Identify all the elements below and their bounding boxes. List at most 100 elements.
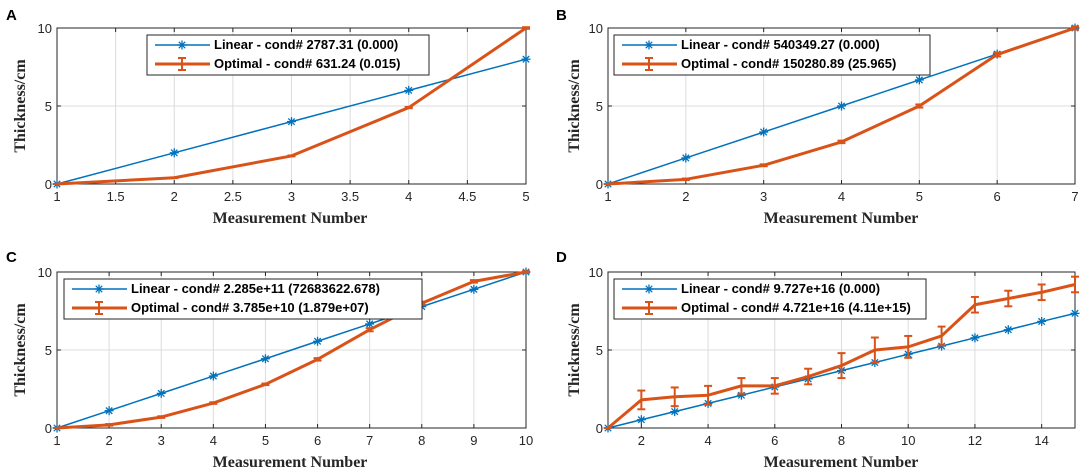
panel-b-xlabel: Measurement Number — [764, 210, 919, 227]
panel-d-legend-optimal: Optimal - cond# 4.721e+16 (4.11e+15) — [681, 300, 911, 315]
linear-point — [681, 153, 691, 163]
x-tick-label: 8 — [838, 433, 845, 448]
optimal-errorbar — [170, 176, 179, 180]
panel-a-xlabel: Measurement Number — [213, 210, 368, 227]
x-tick-label: 2 — [682, 189, 689, 204]
x-tick-label: 1 — [53, 189, 60, 204]
star-icon — [177, 40, 187, 50]
x-tick-label: 2 — [171, 189, 178, 204]
optimal-errorbar — [804, 367, 813, 386]
panel-b-legend-linear: Linear - cond# 540349.27 (0.000) — [681, 37, 880, 52]
panel-c-legend-box — [63, 278, 423, 320]
y-tick-label: 10 — [589, 265, 603, 280]
panel-c-ylabel: Thickness/cm — [12, 303, 29, 397]
linear-point — [260, 354, 270, 364]
y-tick-label: 0 — [45, 177, 52, 192]
optimal-errorbar — [522, 270, 530, 274]
optimal-errorbar — [1037, 283, 1046, 302]
x-tick-label: 10 — [519, 433, 533, 448]
y-tick-label: 5 — [596, 99, 603, 114]
panel-c-legend: Linear - cond# 2.285e+11 (72683622.678) … — [63, 278, 423, 320]
x-tick-label: 6 — [314, 433, 321, 448]
optimal-errorbar — [105, 423, 114, 427]
x-tick-label: 7 — [1071, 189, 1078, 204]
star-icon — [644, 40, 654, 50]
legend-linear-sample — [155, 40, 210, 50]
x-tick-label: 2.5 — [224, 189, 242, 204]
optimal-errorbar — [681, 177, 690, 182]
y-tick-label: 0 — [45, 421, 52, 436]
linear-point — [156, 388, 166, 398]
optimal-errorbar — [404, 105, 413, 110]
x-tick-label: 6 — [994, 189, 1001, 204]
panel-a: A 1 1.5 2 2.5 3 3.5 4 4.5 5 0 5 10 Measurement Numb… — [6, 7, 531, 227]
panel-c-label: C — [6, 249, 17, 266]
legend-linear-marker — [644, 284, 654, 294]
y-tick-label: 5 — [45, 99, 52, 114]
panel-d-ylabel: Thickness/cm — [566, 303, 583, 397]
x-tick-label: 12 — [968, 433, 982, 448]
x-tick-label: 1.5 — [107, 189, 125, 204]
optimal-errorbar — [1071, 25, 1079, 31]
x-tick-label: 1 — [604, 189, 611, 204]
legend-optimal-sample — [155, 57, 210, 71]
x-tick-label: 4.5 — [458, 189, 476, 204]
legend-optimal-sample — [622, 57, 677, 71]
panel-c-xlabel: Measurement Number — [213, 454, 368, 471]
linear-point — [365, 319, 375, 329]
optimal-errorbar — [770, 377, 779, 395]
optimal-errorbar — [365, 327, 374, 333]
series-optimal — [53, 26, 530, 186]
linear-point — [914, 75, 924, 85]
x-tick-label: 5 — [262, 433, 269, 448]
panel-a-legend: Linear - cond# 2787.31 (0.000) Optimal -… — [146, 34, 430, 76]
x-tick-label: 2 — [638, 433, 645, 448]
panel-d-legend: Linear - cond# 9.727e+16 (0.000) Optimal… — [613, 278, 927, 320]
series-linear — [52, 267, 531, 433]
optimal-errorbar — [1071, 275, 1079, 294]
x-tick-label: 3.5 — [341, 189, 359, 204]
optimal-errorbar — [209, 401, 218, 405]
panel-d-legend-box — [613, 278, 927, 320]
linear-point — [636, 415, 646, 425]
optimal-errorbar — [970, 295, 979, 314]
linear-point — [1070, 308, 1080, 318]
optimal-line — [56, 270, 527, 430]
series-optimal — [604, 275, 1079, 430]
x-tick-label: 7 — [366, 433, 373, 448]
optimal-errorbar — [261, 382, 270, 387]
linear-point — [313, 336, 323, 346]
linear-point — [104, 406, 114, 416]
panel-d-legend-linear: Linear - cond# 9.727e+16 (0.000) — [681, 281, 880, 296]
x-tick-label: 3 — [288, 189, 295, 204]
linear-point — [521, 54, 531, 64]
y-tick-label: 0 — [596, 177, 603, 192]
legend-optimal-sample — [72, 301, 127, 315]
panel-c: C 1 2 3 4 5 6 7 8 9 10 0 5 10 Measurement Number Thi… — [6, 249, 533, 471]
legend-linear-marker — [177, 40, 187, 50]
panel-b-legend-optimal: Optimal - cond# 150280.89 (25.965) — [681, 56, 896, 71]
optimal-errorbar — [157, 415, 166, 419]
linear-point — [404, 85, 414, 95]
x-tick-label: 4 — [210, 433, 217, 448]
y-tick-label: 10 — [38, 21, 52, 36]
x-tick-label: 6 — [771, 433, 778, 448]
optimal-errorbar — [904, 334, 913, 359]
linear-point — [1037, 316, 1047, 326]
legend-linear-sample — [72, 284, 127, 294]
panel-b-legend: Linear - cond# 540349.27 (0.000) Optimal… — [613, 34, 931, 76]
optimal-errorbar — [522, 26, 530, 30]
x-tick-label: 5 — [522, 189, 529, 204]
linear-point — [469, 284, 479, 294]
panel-a-label: A — [6, 7, 17, 24]
star-icon — [644, 284, 654, 294]
x-tick-label: 1 — [53, 433, 60, 448]
x-tick-label: 3 — [158, 433, 165, 448]
x-tick-label: 4 — [405, 189, 412, 204]
panel-b-legend-box — [613, 34, 931, 76]
legend-linear-sample — [622, 284, 677, 294]
optimal-errorbar — [287, 154, 296, 158]
optimal-errorbar — [670, 386, 679, 408]
optimal-errorbar — [737, 377, 746, 395]
legend-linear-sample — [622, 40, 677, 50]
